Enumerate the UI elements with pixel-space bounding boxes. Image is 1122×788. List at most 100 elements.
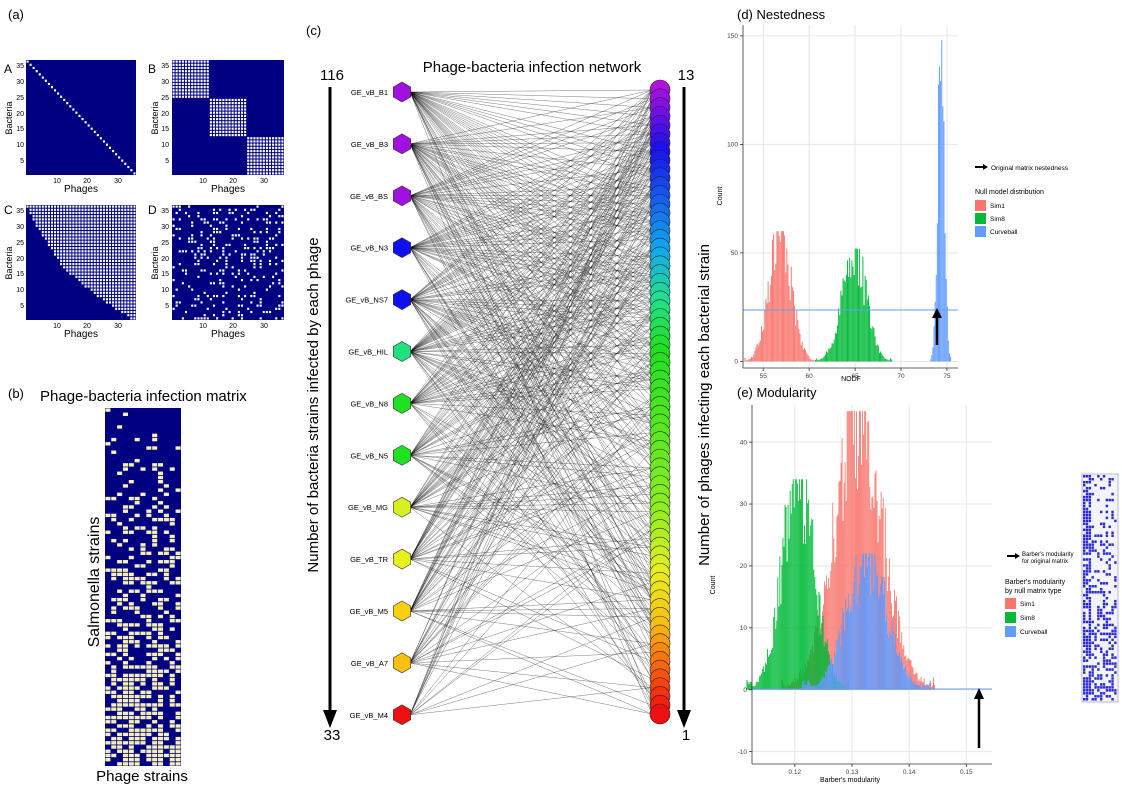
matrix-B-cell <box>194 89 197 92</box>
infection-cell <box>158 703 164 707</box>
matrix-C-cell <box>32 208 35 211</box>
thumbnail-cell <box>1094 683 1097 686</box>
matrix-C-cell <box>124 218 127 221</box>
matrix-B-cell <box>240 133 244 137</box>
infection-cell <box>105 728 111 732</box>
matrix-D-cell <box>231 211 234 215</box>
matrix-D-yticks: 5 10 15 20 25 30 35 <box>161 208 169 310</box>
matrix-C-cell <box>118 259 121 262</box>
matrix-C-cell <box>66 205 69 208</box>
modularity-bar-sim8 <box>820 634 822 690</box>
matrix-C-cell <box>130 211 133 215</box>
thumbnail-cell <box>1102 590 1106 594</box>
phage-label: GE_vB_N5 <box>350 451 388 460</box>
matrix-D-cell <box>256 240 259 243</box>
matrix-C-cell <box>109 250 112 253</box>
matrix-C-cell <box>84 231 87 234</box>
modularity-observed-arrowhead <box>974 688 984 699</box>
modularity-bar-curveball <box>815 685 817 690</box>
matrix-B-cell <box>197 95 200 98</box>
nestedness-bar-sim8 <box>829 348 831 362</box>
matrix-B-cell <box>278 153 281 156</box>
matrix-B-cell <box>253 159 256 162</box>
network-edge <box>409 485 653 664</box>
matrix-D-cell <box>222 294 225 298</box>
network-edge <box>409 98 653 715</box>
thumbnail-cell <box>1100 590 1103 594</box>
phage-node <box>392 600 412 622</box>
matrix-B-cell <box>231 121 234 124</box>
matrix-C-cell <box>115 247 118 250</box>
modularity-bar-sim1 <box>888 558 890 690</box>
matrix-C-cell <box>90 231 93 234</box>
matrix-C-cell <box>124 278 127 282</box>
matrix-C-cell <box>35 215 38 218</box>
matrix-B-cell <box>278 162 281 165</box>
matrix-C-cell <box>66 215 69 218</box>
matrix-D-cell <box>253 240 256 243</box>
thumbnail-cell <box>1088 629 1092 633</box>
matrix-C-cell <box>69 243 72 247</box>
matrix-C-cell <box>118 205 121 208</box>
thumbnail-cell <box>1083 602 1086 606</box>
thumbnail-cell <box>1111 516 1114 520</box>
matrix-C-cell <box>99 275 102 278</box>
thumbnail-cell <box>1105 498 1109 502</box>
matrix-C-cell <box>72 250 75 253</box>
matrix-C-cell <box>93 266 96 269</box>
matrix-D-cell <box>197 215 200 218</box>
matrix-C-cell <box>63 237 66 240</box>
nestedness-bar-sim8 <box>820 358 822 362</box>
infection-cell <box>117 762 123 766</box>
matrix-B-cell <box>175 63 178 66</box>
matrix-D-cell <box>244 253 247 256</box>
matrix-B-cell <box>253 172 256 175</box>
thumbnail-cell <box>1083 599 1086 603</box>
matrix-B-cell <box>206 86 209 89</box>
panel-c: (c) Phage-bacteria infection network 116… <box>305 23 713 744</box>
matrix-B-cell <box>184 76 188 79</box>
matrix-B-cell <box>259 146 262 149</box>
modularity-bar-sim1 <box>907 658 909 690</box>
infection-cell <box>158 631 164 636</box>
infection-cell <box>169 682 175 686</box>
matrix-C-cell <box>112 291 115 294</box>
network-edge <box>409 204 653 352</box>
modularity-bar-curveball <box>875 562 877 690</box>
infection-cell <box>163 572 169 577</box>
thumbnail-cell <box>1111 680 1114 683</box>
matrix-B-cell <box>247 169 250 172</box>
matrix-D-cell <box>259 259 262 262</box>
thumbnail-cell <box>1094 632 1097 636</box>
matrix-C-cell <box>102 205 105 208</box>
thumbnail-cell <box>1105 534 1109 538</box>
infection-cell <box>169 618 175 623</box>
thumbnail-cell <box>1100 534 1103 538</box>
panel-b: (b) Phage-bacteria infection matrix Salm… <box>8 386 247 785</box>
matrix-C-cell <box>133 259 136 262</box>
matrix-C-cell <box>115 224 118 227</box>
matrix-B-cell <box>209 130 212 133</box>
infection-cell <box>128 517 134 522</box>
matrix-C-cell <box>102 282 105 285</box>
matrix-C-cell <box>133 269 136 272</box>
matrix-B-cell <box>253 165 256 169</box>
nestedness-bar-sim8 <box>884 358 886 362</box>
thumbnail-cell <box>1114 629 1117 633</box>
infection-cell <box>163 753 169 758</box>
matrix-D-cell <box>225 218 228 221</box>
network-edge <box>409 379 653 404</box>
modularity-bar-sim8 <box>775 629 777 690</box>
network-edge <box>409 299 653 363</box>
matrix-C-cell <box>63 263 66 266</box>
matrix-C-cell <box>118 253 121 256</box>
infection-cell <box>117 425 123 429</box>
thumbnail-cell <box>1100 614 1103 618</box>
matrix-C-cell <box>99 282 102 285</box>
infection-cell <box>152 437 158 442</box>
network-edge <box>409 318 653 352</box>
infection-cell <box>111 568 117 572</box>
modularity-bar-sim1 <box>839 480 841 690</box>
matrix-C-cell <box>127 314 130 317</box>
matrix-C-cell <box>102 288 105 291</box>
